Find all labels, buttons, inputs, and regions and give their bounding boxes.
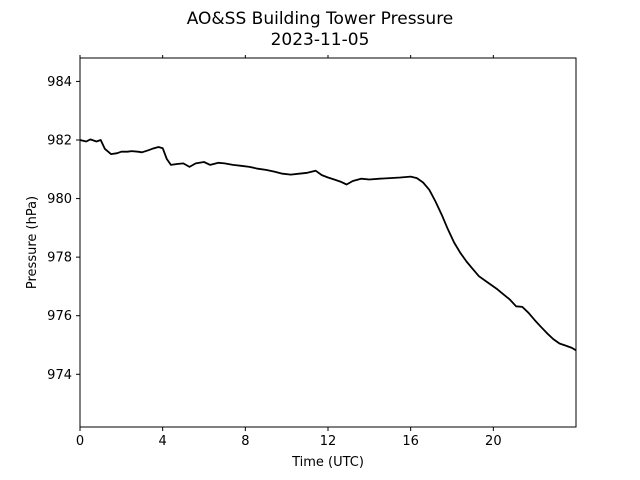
x-tick-label: 8: [241, 434, 249, 449]
y-tick-label: 974: [47, 368, 72, 383]
chart-title: AO&SS Building Tower Pressure: [187, 9, 454, 29]
y-tick-label: 982: [47, 134, 72, 149]
y-axis-label: Pressure (hPa): [25, 196, 40, 289]
y-tick-label: 984: [47, 75, 72, 90]
x-tick-label: 0: [76, 434, 84, 449]
pressure-series-line: [79, 138, 577, 352]
chart-subtitle: 2023-11-05: [271, 30, 370, 50]
x-axis-label: Time (UTC): [291, 455, 364, 470]
y-tick-label: 976: [47, 309, 72, 324]
y-tick-label: 980: [47, 192, 72, 207]
x-tick-label: 16: [402, 434, 419, 449]
x-tick-label: 20: [485, 434, 502, 449]
tick-layer: 0 4 8 12 16 20 974 976 978 980 982 984: [47, 55, 502, 449]
y-tick-label: 978: [47, 251, 72, 266]
plot-frame: [79, 57, 577, 428]
x-tick-label: 12: [320, 434, 337, 449]
x-tick-label: 4: [159, 434, 167, 449]
